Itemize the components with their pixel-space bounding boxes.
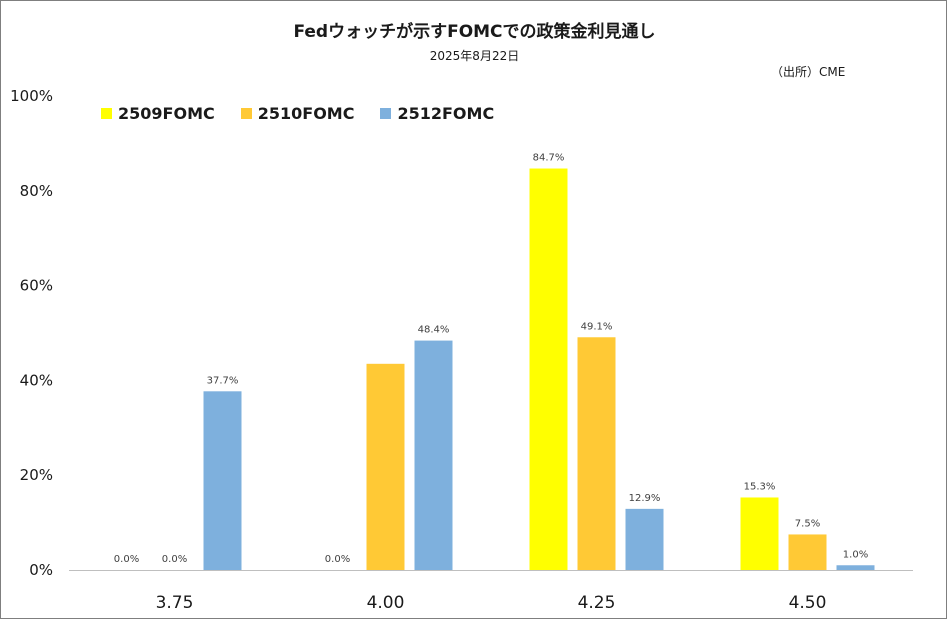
bar: [366, 363, 405, 570]
legend-item-2512: 2512FOMC: [380, 104, 494, 123]
chart-legend: 2509FOMC 2510FOMC 2512FOMC: [101, 102, 494, 124]
legend-item-2510: 2510FOMC: [240, 103, 355, 123]
bar: [203, 391, 242, 570]
bar: [788, 534, 827, 570]
legend-item-2509: 2509FOMC: [101, 104, 215, 123]
data-label: 0.0%: [162, 554, 187, 565]
data-label: 7.5%: [795, 518, 820, 529]
legend-label-2509: 2509FOMC: [118, 103, 215, 123]
x-tick-label: 4.25: [578, 593, 616, 613]
legend-swatch-2509: [101, 107, 112, 119]
y-tick-label: 40%: [20, 371, 53, 389]
data-label: 37.7%: [207, 375, 239, 386]
data-label: 49.1%: [581, 321, 613, 332]
data-label: 0.0%: [325, 554, 350, 565]
y-tick-label: 0%: [29, 561, 53, 579]
chart-subtitle: 2025年8月22日: [429, 49, 520, 63]
legend-label-2510: 2510FOMC: [257, 103, 355, 123]
x-tick-label: 4.50: [789, 593, 827, 613]
data-label: 15.3%: [744, 481, 776, 492]
data-label: 84.7%: [533, 153, 565, 164]
bar: [740, 497, 779, 570]
bar: [836, 565, 875, 570]
y-tick-label: 20%: [20, 466, 53, 484]
data-label: 48.4%: [418, 325, 450, 336]
data-label: 12.9%: [629, 493, 661, 504]
legend-swatch-2512: [380, 107, 392, 119]
data-label: 0.0%: [114, 554, 139, 565]
chart-source: （出所）CME: [771, 65, 846, 79]
y-tick-label: 80%: [20, 182, 53, 200]
x-tick-label: 4.00: [367, 593, 405, 613]
bar: [529, 168, 568, 570]
x-tick-label: 3.75: [156, 593, 194, 613]
bar: [625, 508, 664, 570]
chart-title: Fedウォッチが示すFOMCでの政策金利見通し: [293, 22, 656, 42]
y-tick-label: 100%: [10, 87, 53, 105]
bar: [414, 340, 453, 570]
legend-swatch-2510: [240, 107, 252, 119]
bar: [577, 337, 616, 570]
y-tick-label: 60%: [20, 277, 53, 295]
data-label: 1.0%: [843, 549, 868, 560]
legend-label-2512: 2512FOMC: [397, 103, 495, 123]
